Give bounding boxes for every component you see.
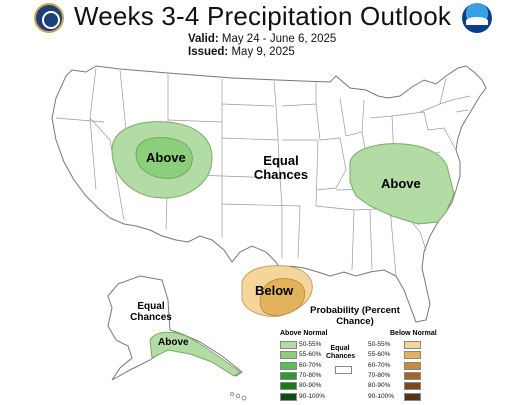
legend-above-category-label: 80-90%: [299, 382, 322, 389]
label-above-east: Above: [381, 176, 421, 191]
legend-above-header: Above Normal: [280, 330, 328, 337]
legend-above-category-label: 60-70%: [299, 362, 322, 369]
legend-above-swatch: [280, 393, 297, 401]
legend-above-category-label: 90-100%: [299, 393, 326, 400]
legend-below-category-label: 55-60%: [368, 351, 391, 358]
label-below-texas: Below: [255, 283, 294, 298]
legend-below-category-label: 90-100%: [368, 393, 395, 400]
legend-above-swatch: [280, 362, 297, 370]
below-region-inner: [259, 278, 306, 316]
legend-below-category-label: 60-70%: [368, 362, 391, 369]
legend-above-category-label: 70-80%: [299, 372, 322, 379]
legend-below-header: Below Normal: [390, 330, 437, 337]
legend-below-swatch: [404, 372, 421, 380]
legend-below-swatch: [404, 393, 421, 401]
legend-below-swatch: [404, 341, 421, 349]
legend-below-swatch: [404, 351, 421, 359]
legend-below-swatch: [404, 382, 421, 390]
issued-date: Issued: May 9, 2025: [188, 46, 295, 58]
above-region-east: [349, 143, 455, 225]
label-above-west: Above: [146, 150, 186, 165]
legend-title: Probability (Percent Chance): [310, 305, 400, 327]
above-region-west-inner: [135, 137, 193, 179]
legend-equal-swatch: [335, 366, 352, 374]
legend-above-swatch: [280, 341, 297, 349]
legend-below-category-label: 70-80%: [368, 372, 391, 379]
page-title: Weeks 3-4 Precipitation Outlook: [73, 1, 452, 31]
commerce-seal-icon: [34, 3, 64, 33]
legend-below-category-label: 80-90%: [368, 382, 391, 389]
legend-above-category-label: 50-55%: [299, 341, 322, 348]
issued-label: Issued:: [188, 46, 229, 58]
legend-above-swatch: [280, 372, 297, 380]
valid-value: May 24 - June 6, 2025: [221, 33, 337, 45]
above-region-alaska: [149, 331, 241, 377]
hawaii-islands: [230, 392, 247, 401]
label-equal-chances-alaska: Equal Chances: [130, 301, 172, 323]
label-above-alaska: Above: [158, 337, 189, 348]
legend-above-category-label: 55-60%: [299, 351, 322, 358]
label-equal-chances-conus: Equal Chances: [253, 153, 309, 182]
legend-below-swatch: [404, 362, 421, 370]
legend-above-swatch: [280, 351, 297, 359]
valid-label: Valid:: [188, 33, 219, 45]
valid-dates: Valid: May 24 - June 6, 2025: [188, 33, 336, 45]
noaa-logo-icon: [462, 3, 492, 33]
legend-above-swatch: [280, 382, 297, 390]
legend-below-category-label: 50-55%: [368, 341, 391, 348]
legend-equal-label: Equal Chances: [326, 345, 356, 360]
issued-value: May 9, 2025: [231, 46, 295, 58]
